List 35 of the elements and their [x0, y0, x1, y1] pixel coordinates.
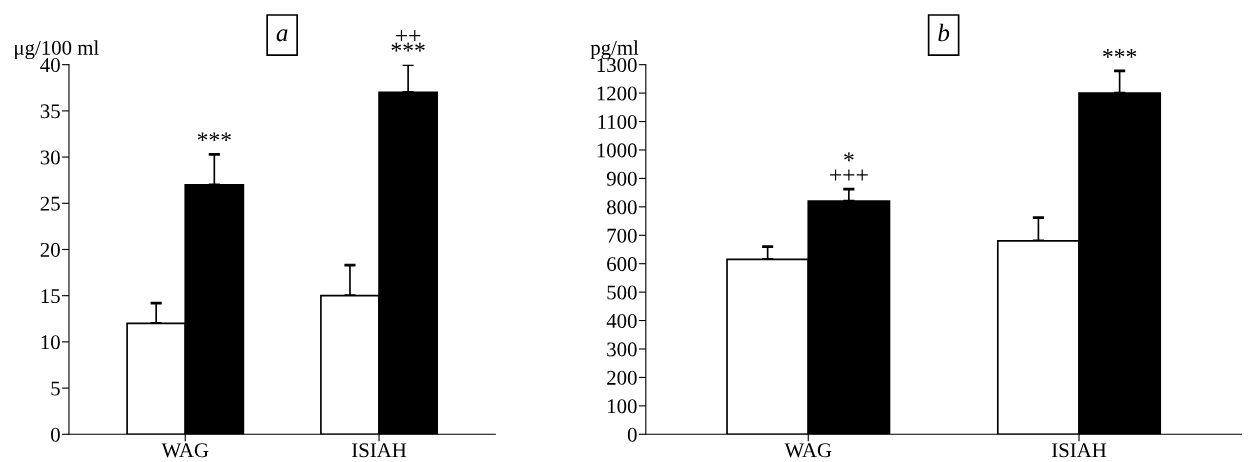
y-tick-label: 700	[607, 228, 637, 243]
y-axis-title: pg/ml	[590, 40, 639, 60]
y-tick-label: 800	[607, 200, 637, 215]
y-tick-label: 1300	[597, 58, 637, 73]
data-label: * +++	[830, 152, 868, 181]
y-axis-title: μg/100 ml	[15, 40, 99, 60]
y-tick-label: 200	[607, 370, 637, 385]
y-tick-label: 10	[41, 335, 60, 350]
y-tick-label: 100	[608, 399, 637, 414]
data-label: ***	[197, 132, 231, 142]
y-tick-label: 40	[40, 58, 60, 73]
y-tick-label: 20	[40, 242, 60, 257]
y-tick-label: 400	[606, 313, 637, 328]
y-tick-label: 35	[40, 104, 60, 119]
chart-title: a	[276, 29, 288, 42]
x-tick-label: ISIAH	[1051, 443, 1107, 458]
y-tick-label: 300	[607, 342, 637, 357]
y-tick-label: 0	[627, 427, 637, 442]
x-tick-label: ISIAH	[352, 443, 407, 458]
data-label: ++ ***	[391, 30, 425, 52]
y-tick-label: 500	[607, 285, 637, 300]
y-tick-label: 25	[40, 196, 60, 211]
x-tick-label: WAG	[784, 443, 832, 458]
y-tick-label: 900	[606, 171, 637, 186]
y-tick-label: 1000	[597, 143, 637, 158]
y-tick-label: 1100	[598, 114, 637, 129]
y-tick-label: 0	[51, 427, 60, 442]
y-tick-label: 15	[41, 289, 60, 304]
y-tick-label: 600	[607, 257, 637, 272]
y-tick-label: 30	[40, 150, 60, 165]
y-tick-label: 5	[51, 381, 60, 396]
x-tick-label: WAG	[161, 443, 209, 458]
chart-title: b	[938, 23, 950, 42]
y-tick-label: 1200	[597, 86, 637, 101]
data-label: ***	[1103, 49, 1137, 58]
